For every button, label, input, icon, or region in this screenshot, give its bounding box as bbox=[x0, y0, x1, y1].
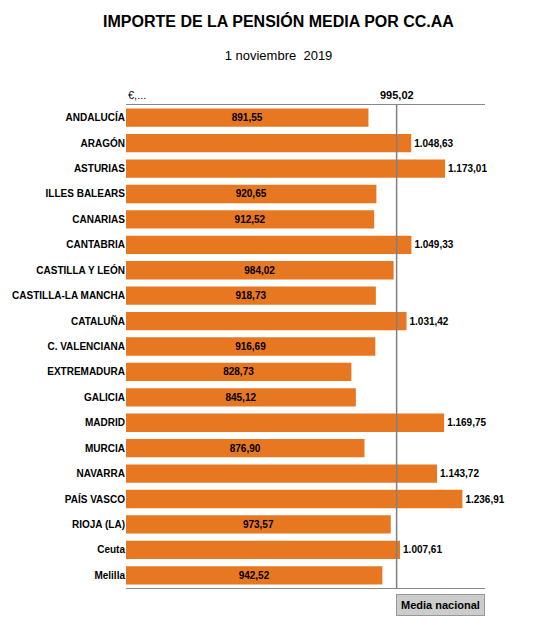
svg-text:CASTILLA Y LEÓN: CASTILLA Y LEÓN bbox=[36, 264, 125, 276]
svg-text:CASTILLA-LA MANCHA: CASTILLA-LA MANCHA bbox=[12, 290, 125, 301]
svg-text:ARAGÓN: ARAGÓN bbox=[81, 137, 125, 149]
svg-text:C. VALENCIANA: C. VALENCIANA bbox=[47, 341, 125, 352]
svg-text:IMPORTE DE LA PENSIÓN MEDIA PO: IMPORTE DE LA PENSIÓN MEDIA POR CC.AA bbox=[103, 12, 454, 30]
svg-text:CATALUÑA: CATALUÑA bbox=[71, 315, 125, 327]
svg-text:Ceuta: Ceuta bbox=[97, 544, 125, 555]
svg-text:1.169,75: 1.169,75 bbox=[447, 417, 486, 428]
svg-text:918,73: 918,73 bbox=[235, 290, 266, 301]
svg-text:RIOJA (LA): RIOJA (LA) bbox=[72, 519, 125, 530]
svg-text:845,12: 845,12 bbox=[225, 392, 256, 403]
svg-text:916,69: 916,69 bbox=[235, 341, 266, 352]
svg-text:ILLES BALEARS: ILLES BALEARS bbox=[46, 188, 126, 199]
svg-text:1.173,01: 1.173,01 bbox=[448, 163, 487, 174]
svg-text:891,55: 891,55 bbox=[232, 112, 263, 123]
svg-text:1.048,63: 1.048,63 bbox=[414, 138, 453, 149]
svg-text:920,65: 920,65 bbox=[236, 188, 267, 199]
svg-text:1.049,33: 1.049,33 bbox=[414, 239, 453, 250]
svg-text:995,02: 995,02 bbox=[380, 89, 414, 101]
svg-text:984,02: 984,02 bbox=[244, 265, 275, 276]
svg-text:1 noviembre 2019: 1 noviembre 2019 bbox=[225, 48, 333, 63]
svg-text:CANTABRIA: CANTABRIA bbox=[66, 239, 125, 250]
svg-text:MURCIA: MURCIA bbox=[85, 443, 125, 454]
svg-text:1.236,91: 1.236,91 bbox=[465, 494, 504, 505]
svg-text:€,...: €,... bbox=[128, 89, 146, 101]
svg-text:Media nacional: Media nacional bbox=[401, 599, 480, 611]
svg-text:942,52: 942,52 bbox=[239, 570, 270, 581]
svg-text:GALICIA: GALICIA bbox=[84, 392, 125, 403]
svg-text:1.031,42: 1.031,42 bbox=[410, 316, 449, 327]
svg-text:EXTREMADURA: EXTREMADURA bbox=[47, 366, 125, 377]
svg-text:CANARIAS: CANARIAS bbox=[72, 214, 125, 225]
svg-text:1.007,61: 1.007,61 bbox=[403, 544, 442, 555]
svg-text:876,90: 876,90 bbox=[230, 443, 261, 454]
svg-text:NAVARRA: NAVARRA bbox=[76, 468, 125, 479]
svg-text:MADRID: MADRID bbox=[85, 417, 125, 428]
svg-text:ANDALUCÍA: ANDALUCÍA bbox=[66, 111, 125, 123]
svg-text:1.143,72: 1.143,72 bbox=[440, 468, 479, 479]
svg-text:ASTURIAS: ASTURIAS bbox=[74, 163, 125, 174]
svg-text:912,52: 912,52 bbox=[235, 214, 266, 225]
svg-text:973,57: 973,57 bbox=[243, 519, 274, 530]
svg-text:Melilla: Melilla bbox=[94, 570, 125, 581]
svg-text:PAÍS VASCO: PAÍS VASCO bbox=[65, 493, 125, 505]
svg-text:828,73: 828,73 bbox=[223, 366, 254, 377]
